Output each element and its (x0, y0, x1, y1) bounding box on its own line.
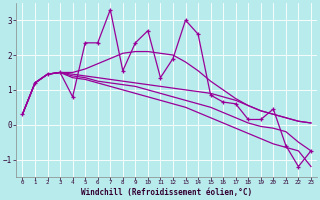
X-axis label: Windchill (Refroidissement éolien,°C): Windchill (Refroidissement éolien,°C) (81, 188, 252, 197)
